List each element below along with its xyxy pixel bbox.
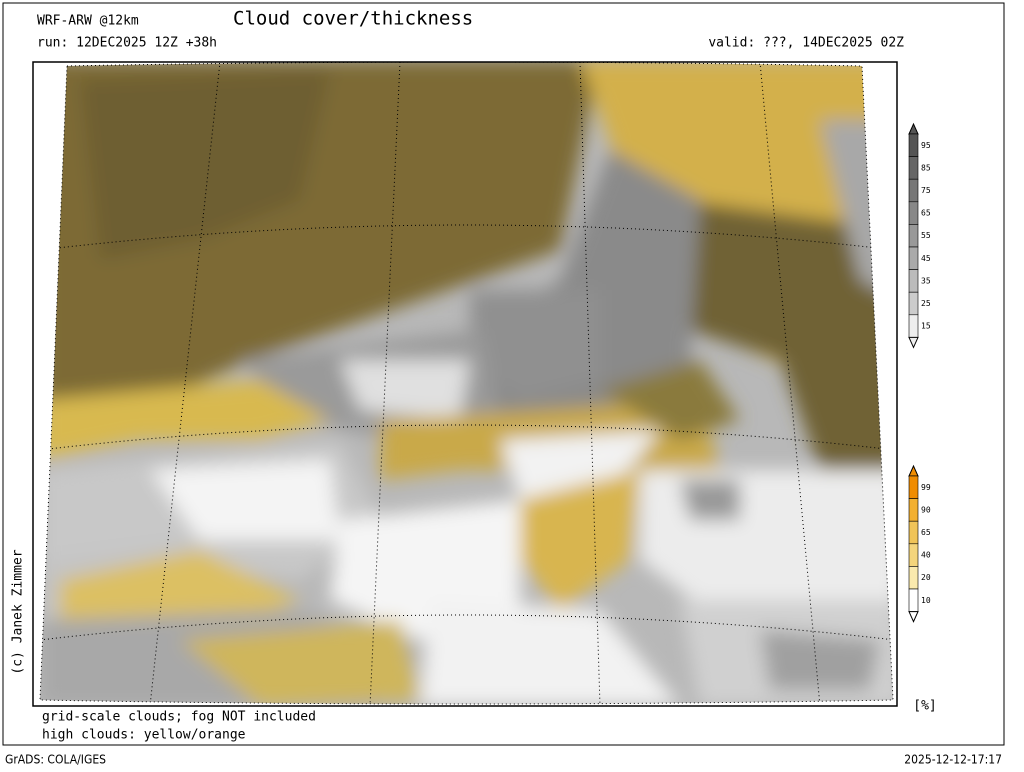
colorbar-segment <box>908 543 919 567</box>
colorbar-segment <box>908 178 919 203</box>
colorbars: 95 85 75 65 55 45 35 25 15 99 90 65 40 20 10 <box>908 122 931 623</box>
colorbar-label: 65 <box>921 209 931 218</box>
colorbar-label: 90 <box>921 505 931 514</box>
colorbar-label: 10 <box>921 596 931 605</box>
model-label: WRF-ARW @12km <box>37 14 139 29</box>
colorbar-label: 35 <box>921 276 931 285</box>
colorbar-label: 40 <box>921 551 931 560</box>
colorbar-arrow <box>908 122 919 135</box>
colorbar-arrow <box>908 336 919 349</box>
colorbar-label: 15 <box>921 322 931 331</box>
colorbar-label: 85 <box>921 163 931 172</box>
colorbar-segment <box>908 520 919 545</box>
footer-software: GrADS: COLA/IGES <box>5 753 106 767</box>
colorbar-label: 55 <box>921 231 931 240</box>
colorbar-label: 99 <box>921 483 931 492</box>
unit-label: [%] <box>913 699 936 714</box>
colorbar-segment <box>908 201 919 225</box>
colorbar-segment <box>908 475 919 499</box>
colorbar-segment <box>908 291 919 316</box>
title: Cloud cover/thickness <box>233 8 473 30</box>
colorbar-label: 20 <box>921 573 931 582</box>
note: high clouds: yellow/orange <box>42 728 246 743</box>
colorbar-segment <box>908 156 919 180</box>
colorbar-segment <box>908 133 919 157</box>
cloud-map <box>40 62 893 704</box>
colorbar-segment <box>908 588 919 612</box>
colorbar-segment <box>908 566 919 590</box>
colorbar-arrow <box>908 611 919 623</box>
colorbar-label: 95 <box>921 141 931 150</box>
colorbar-segment <box>908 498 919 522</box>
colorbar-arrow <box>908 464 919 477</box>
note: grid-scale clouds; fog NOT included <box>42 710 316 725</box>
colorbar-segment <box>908 314 919 338</box>
frame <box>2 2 1005 746</box>
credit: (c) Janek Zimmer <box>11 549 26 674</box>
colorbar-label: 25 <box>921 299 931 308</box>
map-frame <box>32 61 898 707</box>
run-label: run: 12DEC2025 12Z +38h <box>37 36 217 51</box>
valid-label: valid: ???, 14DEC2025 02Z <box>708 36 904 51</box>
colorbar-segment <box>908 269 919 293</box>
colorbar-segment <box>908 224 919 248</box>
colorbar-segment <box>908 246 919 270</box>
footer-timestamp: 2025-12-12-17:17 <box>904 753 1002 767</box>
colorbar-label: 45 <box>921 254 931 263</box>
colorbar-label: 65 <box>921 528 931 537</box>
colorbar-label: 75 <box>921 186 931 195</box>
